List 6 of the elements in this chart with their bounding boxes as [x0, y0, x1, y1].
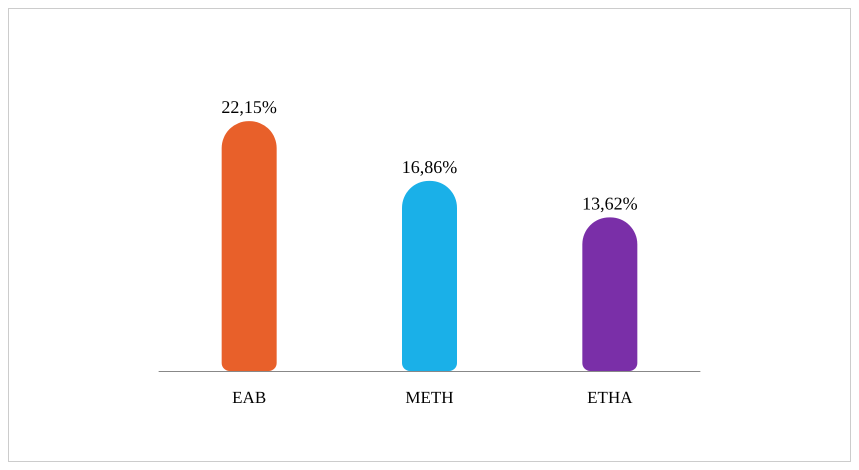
x-tick-label: EAB: [232, 388, 266, 407]
data-label: 13,62%: [582, 193, 638, 214]
data-label: 16,86%: [402, 156, 458, 177]
x-tick-label: ETHA: [587, 388, 634, 407]
data-label: 22,15%: [221, 97, 277, 118]
x-tick-label: METH: [405, 388, 454, 407]
